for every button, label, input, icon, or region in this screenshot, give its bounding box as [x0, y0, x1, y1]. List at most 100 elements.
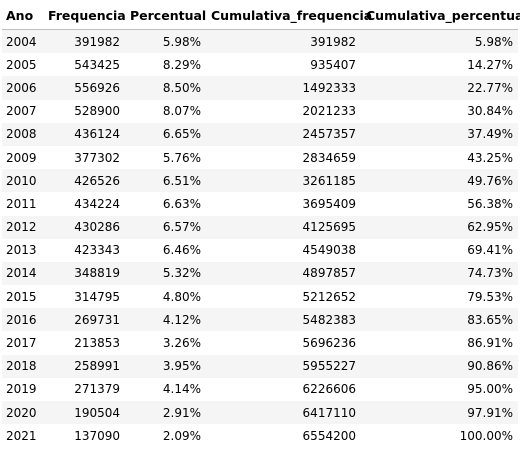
- cumulativa-frequencia-cell: 3261185: [302, 173, 356, 188]
- frequencia-cell: 543425: [74, 57, 120, 72]
- frequencia-cell: 528900: [74, 104, 120, 119]
- cumulativa-percentual-cell: 90.86%: [467, 359, 513, 374]
- frequencia-cell: 348819: [74, 266, 120, 281]
- cumulativa-percentual-cell: 95.00%: [467, 382, 513, 397]
- cumulativa-percentual-cell: 79.53%: [467, 289, 513, 304]
- table-body: 2004 391982 5.98% 391982 5.98% 2005 543425 8.29…: [2, 29, 518, 448]
- table-row: 2013 423343 6.46% 4549038 69.41%: [2, 238, 518, 262]
- percentual-cell: 3.26%: [162, 336, 201, 351]
- percentual-cell: 2.09%: [162, 428, 201, 443]
- table-row: 2016 269731 4.12% 5482383 83.65%: [2, 308, 518, 332]
- cumulativa-frequencia-cell: 5212652: [302, 289, 356, 304]
- cumulativa-frequencia-cell: 6554200: [302, 428, 356, 443]
- ano-cell: 2016: [6, 312, 37, 327]
- header-row: Ano Frequencia Percentual Cumulativa_fre…: [2, 2, 520, 30]
- percentual-cell: 4.80%: [162, 289, 201, 304]
- table-row: 2015 314795 4.80% 5212652 79.53%: [2, 285, 518, 309]
- cumulativa-percentual-cell: 97.91%: [467, 405, 513, 420]
- cumulativa-frequencia-cell: 2021233: [302, 104, 356, 119]
- frequencia-cell: 271379: [74, 382, 120, 397]
- table-row: 2008 436124 6.65% 2457357 37.49%: [2, 122, 518, 146]
- table-row: 2006 556926 8.50% 1492333 22.77%: [2, 76, 518, 100]
- cumulativa-percentual-cell: 86.91%: [467, 336, 513, 351]
- ano-cell: 2007: [6, 104, 37, 119]
- column-header-frequencia: Frequencia: [43, 2, 126, 30]
- percentual-cell: 8.50%: [162, 80, 201, 95]
- percentual-cell: 6.63%: [162, 196, 201, 211]
- cumulativa-frequencia-cell: 6226606: [302, 382, 356, 397]
- table-row: 2020 190504 2.91% 6417110 97.91%: [2, 401, 518, 425]
- frequencia-cell: 430286: [74, 220, 120, 235]
- frequencia-cell: 377302: [74, 150, 120, 165]
- table-row: 2004 391982 5.98% 391982 5.98%: [2, 29, 518, 54]
- cumulativa-frequencia-cell: 5482383: [302, 312, 356, 327]
- table-row: 2017 213853 3.26% 5696236 86.91%: [2, 331, 518, 355]
- cumulativa-frequencia-cell: 1492333: [302, 80, 356, 95]
- ano-cell: 2005: [6, 57, 37, 72]
- cumulativa-percentual-cell: 74.73%: [467, 266, 513, 281]
- percentual-cell: 6.57%: [162, 220, 201, 235]
- ano-cell: 2009: [6, 150, 37, 165]
- cumulativa-frequencia-cell: 3695409: [302, 196, 356, 211]
- ano-cell: 2008: [6, 127, 37, 142]
- frequencia-cell: 190504: [74, 405, 120, 420]
- frequencia-cell: 314795: [74, 289, 120, 304]
- ano-cell: 2019: [6, 382, 37, 397]
- ano-cell: 2012: [6, 220, 37, 235]
- ano-cell: 2011: [6, 196, 37, 211]
- ano-cell: 2021: [6, 428, 37, 443]
- cumulativa-frequencia-cell: 4549038: [302, 243, 356, 258]
- column-header-cumulativa-percentual: Cumulativa_percentual: [361, 2, 520, 30]
- cumulativa-percentual-cell: 37.49%: [467, 127, 513, 142]
- cumulativa-frequencia-cell: 2834659: [302, 150, 356, 165]
- percentual-cell: 3.95%: [162, 359, 201, 374]
- percentual-cell: 6.65%: [162, 127, 201, 142]
- cumulativa-percentual-cell: 49.76%: [467, 173, 513, 188]
- cumulativa-frequencia-cell: 4125695: [302, 220, 356, 235]
- cumulativa-frequencia-cell: 5696236: [302, 336, 356, 351]
- percentual-cell: 8.07%: [162, 104, 201, 119]
- cumulativa-percentual-cell: 43.25%: [467, 150, 513, 165]
- table-row: 2010 426526 6.51% 3261185 49.76%: [2, 169, 518, 193]
- percentual-cell: 5.98%: [162, 34, 201, 49]
- frequencia-cell: 423343: [74, 243, 120, 258]
- frequencia-cell: 434224: [74, 196, 120, 211]
- cumulativa-percentual-cell: 5.98%: [474, 34, 513, 49]
- ano-cell: 2018: [6, 359, 37, 374]
- cumulativa-percentual-cell: 83.65%: [467, 312, 513, 327]
- frequencia-cell: 556926: [74, 80, 120, 95]
- table-row: 2009 377302 5.76% 2834659 43.25%: [2, 145, 518, 170]
- frequencia-cell: 269731: [74, 312, 120, 327]
- percentual-cell: 2.91%: [162, 405, 201, 420]
- percentual-cell: 5.32%: [162, 266, 201, 281]
- table-row: 2021 137090 2.09% 6554200 100.00%: [2, 424, 518, 448]
- frequencia-cell: 391982: [74, 34, 120, 49]
- percentual-cell: 8.29%: [162, 57, 201, 72]
- percentual-cell: 6.51%: [162, 173, 201, 188]
- cumulativa-percentual-cell: 100.00%: [459, 428, 513, 443]
- frequencia-cell: 258991: [74, 359, 120, 374]
- ano-cell: 2006: [6, 80, 37, 95]
- frequencia-cell: 436124: [74, 127, 120, 142]
- table-row: 2011 434224 6.63% 3695409 56.38%: [2, 192, 518, 216]
- cumulativa-frequencia-cell: 935407: [310, 57, 356, 72]
- cumulativa-frequencia-cell: 5955227: [302, 359, 356, 374]
- dataframe-table: Ano Frequencia Percentual Cumulativa_fre…: [2, 2, 520, 448]
- cumulativa-percentual-cell: 22.77%: [467, 80, 513, 95]
- ano-cell: 2017: [6, 336, 37, 351]
- table-row: 2018 258991 3.95% 5955227 90.86%: [2, 354, 518, 378]
- percentual-cell: 6.46%: [162, 243, 201, 258]
- table-header: Ano Frequencia Percentual Cumulativa_fre…: [2, 2, 520, 30]
- percentual-cell: 4.12%: [162, 312, 201, 327]
- cumulativa-frequencia-cell: 2457357: [302, 127, 356, 142]
- cumulativa-percentual-cell: 62.95%: [467, 220, 513, 235]
- table-row: 2019 271379 4.14% 6226606 95.00%: [2, 377, 518, 401]
- ano-cell: 2013: [6, 243, 37, 258]
- cumulativa-frequencia-cell: 4897857: [302, 266, 356, 281]
- cumulativa-percentual-cell: 69.41%: [467, 243, 513, 258]
- cumulativa-frequencia-cell: 6417110: [302, 405, 356, 420]
- frequencia-cell: 137090: [74, 428, 120, 443]
- percentual-cell: 5.76%: [162, 150, 201, 165]
- percentual-cell: 4.14%: [162, 382, 201, 397]
